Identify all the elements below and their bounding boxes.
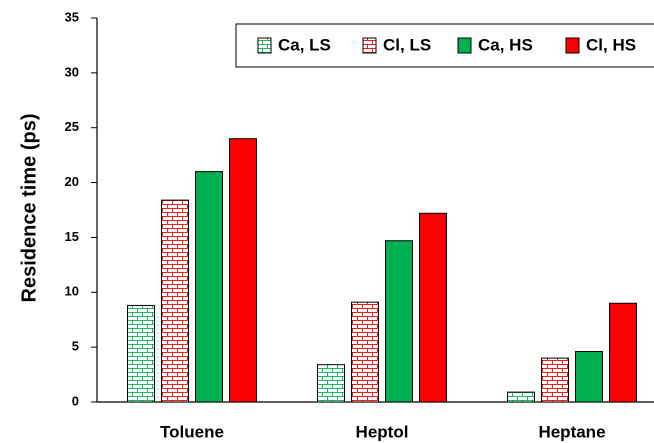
x-tick-label: Toluene <box>160 422 224 441</box>
legend-swatch <box>565 37 580 54</box>
y-tick-label: 15 <box>65 229 79 244</box>
y-tick-label: 0 <box>72 393 79 408</box>
bar <box>541 357 569 403</box>
legend-label: Ca, HS <box>478 35 533 54</box>
bar <box>507 391 535 403</box>
bar <box>229 138 257 403</box>
x-tick-label: Heptol <box>356 422 409 441</box>
bar <box>161 199 189 403</box>
legend-swatch <box>362 37 377 54</box>
y-tick-label: 20 <box>65 174 79 189</box>
bar <box>385 240 413 403</box>
legend-label: Ca, LS <box>278 35 331 54</box>
y-tick-label: 30 <box>65 64 79 79</box>
legend-label: Cl, HS <box>586 35 636 54</box>
y-tick-label: 35 <box>65 9 79 24</box>
legend-box <box>235 23 654 68</box>
bar <box>575 351 603 403</box>
y-tick-label: 10 <box>65 284 79 299</box>
legend-swatch <box>257 37 272 54</box>
y-tick-label: 25 <box>65 119 79 134</box>
y-axis-label: Residence time (ps) <box>18 114 40 303</box>
y-tick-label: 5 <box>72 339 79 354</box>
bar <box>609 302 637 403</box>
bar <box>351 301 379 403</box>
bar <box>195 171 223 403</box>
legend-label: Cl, LS <box>383 35 431 54</box>
bar <box>419 212 447 403</box>
x-tick-label: Heptane <box>538 422 605 441</box>
bar <box>127 304 155 403</box>
legend-swatch <box>457 37 472 54</box>
bar <box>317 364 345 403</box>
